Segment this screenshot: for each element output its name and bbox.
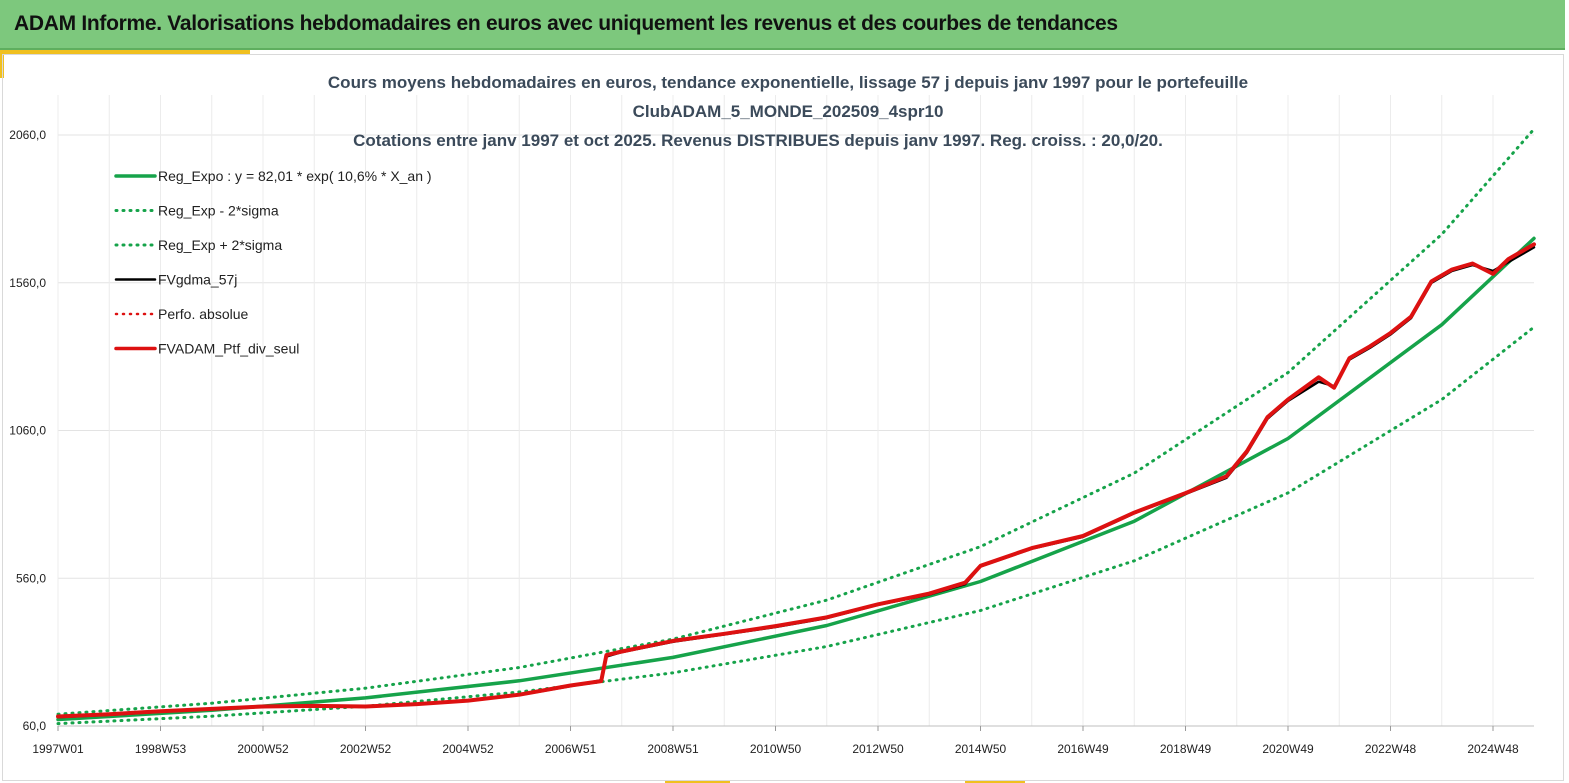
- y-tick-label: 60,0: [23, 719, 47, 733]
- x-tick-label: 2004W52: [442, 742, 494, 756]
- legend-label: Reg_Expo : y = 82,01 * exp( 10,6% * X_an…: [158, 168, 432, 184]
- series-line-4: [56, 243, 1536, 718]
- legend-label: Reg_Exp + 2*sigma: [158, 237, 282, 253]
- x-tick-label: 2022W48: [1365, 742, 1417, 756]
- x-tick-label: 2012W50: [852, 742, 904, 756]
- series-line-0: [56, 236, 1536, 722]
- series-layer: [56, 127, 1536, 726]
- x-tick-label: 2024W48: [1467, 742, 1519, 756]
- x-tick-label: 1998W53: [135, 742, 187, 756]
- axis-ticks: 60,0 560,0 1060,0 1560,0 2060,0 1997W01 1998W5…: [9, 128, 1519, 756]
- y-tick-label: 1560,0: [9, 276, 46, 290]
- series-line-3: [56, 246, 1536, 719]
- chart-subtitle-2: Cotations entre janv 1997 et oct 2025. R…: [353, 131, 1163, 150]
- x-tick-label: 2014W50: [955, 742, 1007, 756]
- x-tick-label: 2018W49: [1160, 742, 1212, 756]
- y-tick-label: 2060,0: [9, 128, 46, 142]
- chart-frame: [2, 54, 1564, 781]
- x-tick-label: 2020W49: [1262, 742, 1314, 756]
- series-line-2: [56, 127, 1536, 716]
- legend-label: FVgdma_57j: [158, 272, 237, 288]
- page-header: ADAM Informe. Valorisations hebdomadaire…: [0, 0, 1565, 50]
- chart-legend: Reg_Expo : y = 82,01 * exp( 10,6% * X_an…: [114, 168, 432, 357]
- x-tick-label: 2016W49: [1057, 742, 1109, 756]
- y-tick-label: 560,0: [16, 571, 46, 585]
- y-tick-label: 1060,0: [9, 424, 46, 438]
- legend-label: Reg_Exp - 2*sigma: [158, 203, 279, 219]
- accent-bar-top: [0, 50, 250, 54]
- series-line-5: [56, 242, 1536, 719]
- x-tick-label: 2002W52: [340, 742, 392, 756]
- legend-label: FVADAM_Ptf_div_seul: [158, 341, 299, 357]
- accent-bar-bottom: [665, 780, 730, 783]
- legend-label: Perfo. absolue: [158, 306, 248, 322]
- chart-grid: [57, 95, 1534, 727]
- x-tick-label: 2010W50: [750, 742, 802, 756]
- x-tick-label: 2008W51: [647, 742, 699, 756]
- x-tick-label: 1997W01: [32, 742, 84, 756]
- page-title: ADAM Informe. Valorisations hebdomadaire…: [14, 12, 1118, 35]
- x-tick-label: 2006W51: [545, 742, 597, 756]
- chart-title: Cours moyens hebdomadaires en euros, ten…: [328, 73, 1248, 92]
- x-tick-label: 2000W52: [237, 742, 289, 756]
- chart-subtitle: ClubADAM_5_MONDE_202509_4spr10: [633, 102, 944, 121]
- accent-bar-bottom: [965, 780, 1025, 783]
